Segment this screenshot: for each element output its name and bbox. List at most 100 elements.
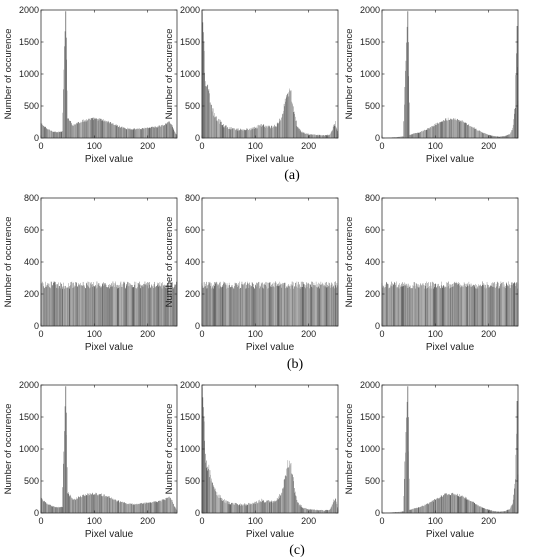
x-tick-label: 100: [428, 329, 443, 339]
y-tick-label: 400: [185, 257, 200, 267]
y-tick-label: 600: [185, 225, 200, 235]
plot-area: [41, 10, 177, 138]
histogram-bar: [65, 412, 67, 513]
plot-area: [41, 385, 177, 513]
chart-panel-1: 0 500 1000 1500 2000 0 100 200 Pixel value Number…: [164, 5, 339, 165]
histogram-bar: [203, 417, 205, 513]
y-tick-label: 500: [24, 476, 39, 486]
y-tick-label: 2000: [360, 380, 380, 390]
histogram-bars: [40, 11, 178, 139]
x-tick-label: 0: [379, 516, 384, 526]
x-tick-label: 0: [379, 329, 384, 339]
histogram-bar: [407, 42, 409, 138]
x-tick-label: 0: [38, 141, 43, 151]
y-tick-label: 800: [365, 193, 380, 203]
x-axis-label: Pixel value: [246, 154, 295, 165]
histogram-bar: [64, 31, 66, 138]
y-tick-label: 200: [185, 289, 200, 299]
y-tick-label: 0: [34, 133, 39, 143]
plot-area: [382, 10, 518, 138]
x-tick-label: 100: [428, 516, 443, 526]
y-tick-label: 400: [24, 257, 39, 267]
caption-c: (c): [289, 543, 305, 558]
y-tick-label: 2000: [19, 5, 39, 15]
histogram-bar: [202, 32, 204, 138]
plot-area: [202, 385, 338, 513]
histogram-bar: [406, 417, 408, 513]
y-tick-label: 1500: [360, 37, 380, 47]
y-tick-label: 1000: [180, 444, 200, 454]
chart-panel-8: 0 500 1000 1500 2000 0 100 200 Pixel value Number…: [344, 380, 519, 540]
x-tick-label: 200: [140, 141, 155, 151]
y-tick-label: 1000: [19, 444, 39, 454]
x-tick-label: 200: [481, 141, 496, 151]
chart-panel-3: 0 200 400 600 800 0 100 200 Pixel value Number of…: [3, 193, 178, 353]
y-tick-label: 200: [24, 289, 39, 299]
y-tick-label: 1500: [180, 37, 200, 47]
histogram-bars: [201, 387, 339, 513]
histogram-bars: [201, 281, 339, 326]
x-tick-label: 200: [301, 141, 316, 151]
y-tick-label: 400: [365, 257, 380, 267]
histogram-bars: [40, 386, 178, 513]
chart-panel-4: 0 200 400 600 800 0 100 200 Pixel value Number of…: [164, 193, 339, 353]
histogram-bar: [203, 42, 205, 138]
x-tick-label: 0: [199, 329, 204, 339]
caption-b: (b): [287, 357, 304, 372]
y-tick-label: 600: [365, 225, 380, 235]
x-axis-label: Pixel value: [85, 529, 134, 540]
plot-area: [202, 10, 338, 138]
histogram-bar: [65, 37, 67, 138]
x-axis-label: Pixel value: [85, 154, 134, 165]
chart-panel-6: 0 500 1000 1500 2000 0 100 200 Pixel value Number…: [3, 380, 178, 540]
x-axis-label: Pixel value: [426, 154, 475, 165]
histogram-bars: [40, 281, 178, 326]
x-tick-label: 200: [481, 516, 496, 526]
x-tick-label: 100: [87, 141, 102, 151]
histogram-bar: [407, 386, 409, 513]
y-tick-label: 0: [375, 133, 380, 143]
histogram-bar: [202, 397, 204, 513]
x-tick-label: 100: [248, 329, 263, 339]
x-tick-label: 100: [87, 516, 102, 526]
y-tick-label: 800: [185, 193, 200, 203]
chart-panel-0: 0 500 1000 1500 2000 0 100 200 Pixel value Number…: [3, 5, 178, 165]
x-tick-label: 100: [248, 516, 263, 526]
x-tick-label: 100: [428, 141, 443, 151]
histogram-bar: [64, 406, 66, 513]
chart-panel-2: 0 500 1000 1500 2000 0 100 200 Pixel value Number…: [344, 5, 519, 165]
y-tick-label: 600: [24, 225, 39, 235]
x-axis-label: Pixel value: [85, 342, 134, 353]
x-tick-label: 0: [38, 329, 43, 339]
y-tick-label: 0: [195, 508, 200, 518]
y-tick-label: 0: [34, 321, 39, 331]
y-axis-label: Number of occurence: [3, 404, 14, 495]
y-tick-label: 0: [34, 508, 39, 518]
x-axis-label: Pixel value: [426, 529, 475, 540]
x-tick-label: 200: [301, 329, 316, 339]
chart-panel-5: 0 200 400 600 800 0 100 200 Pixel value Number of…: [344, 193, 519, 353]
x-tick-label: 0: [379, 141, 384, 151]
caption-a: (a): [284, 168, 300, 183]
y-tick-label: 2000: [360, 5, 380, 15]
y-axis-label: Number of occurence: [344, 29, 355, 120]
y-axis-label: Number of occurence: [3, 217, 14, 308]
x-axis-label: Pixel value: [246, 529, 295, 540]
y-tick-label: 0: [375, 321, 380, 331]
histogram-bar: [202, 22, 204, 138]
y-tick-label: 1000: [360, 69, 380, 79]
y-tick-label: 1500: [19, 412, 39, 422]
y-tick-label: 0: [195, 133, 200, 143]
histogram-bar: [65, 11, 67, 139]
histogram-bar: [516, 401, 518, 513]
y-tick-label: 0: [375, 508, 380, 518]
x-tick-label: 0: [38, 516, 43, 526]
histogram-bar: [406, 42, 408, 139]
chart-panel-7: 0 500 1000 1500 2000 0 100 200 Pixel value Number…: [164, 380, 339, 540]
histogram-bar: [406, 26, 408, 139]
y-tick-label: 1500: [19, 37, 39, 47]
histogram-bar: [407, 11, 409, 139]
y-tick-label: 500: [365, 476, 380, 486]
histogram-bar: [65, 386, 67, 513]
y-tick-label: 200: [365, 289, 380, 299]
